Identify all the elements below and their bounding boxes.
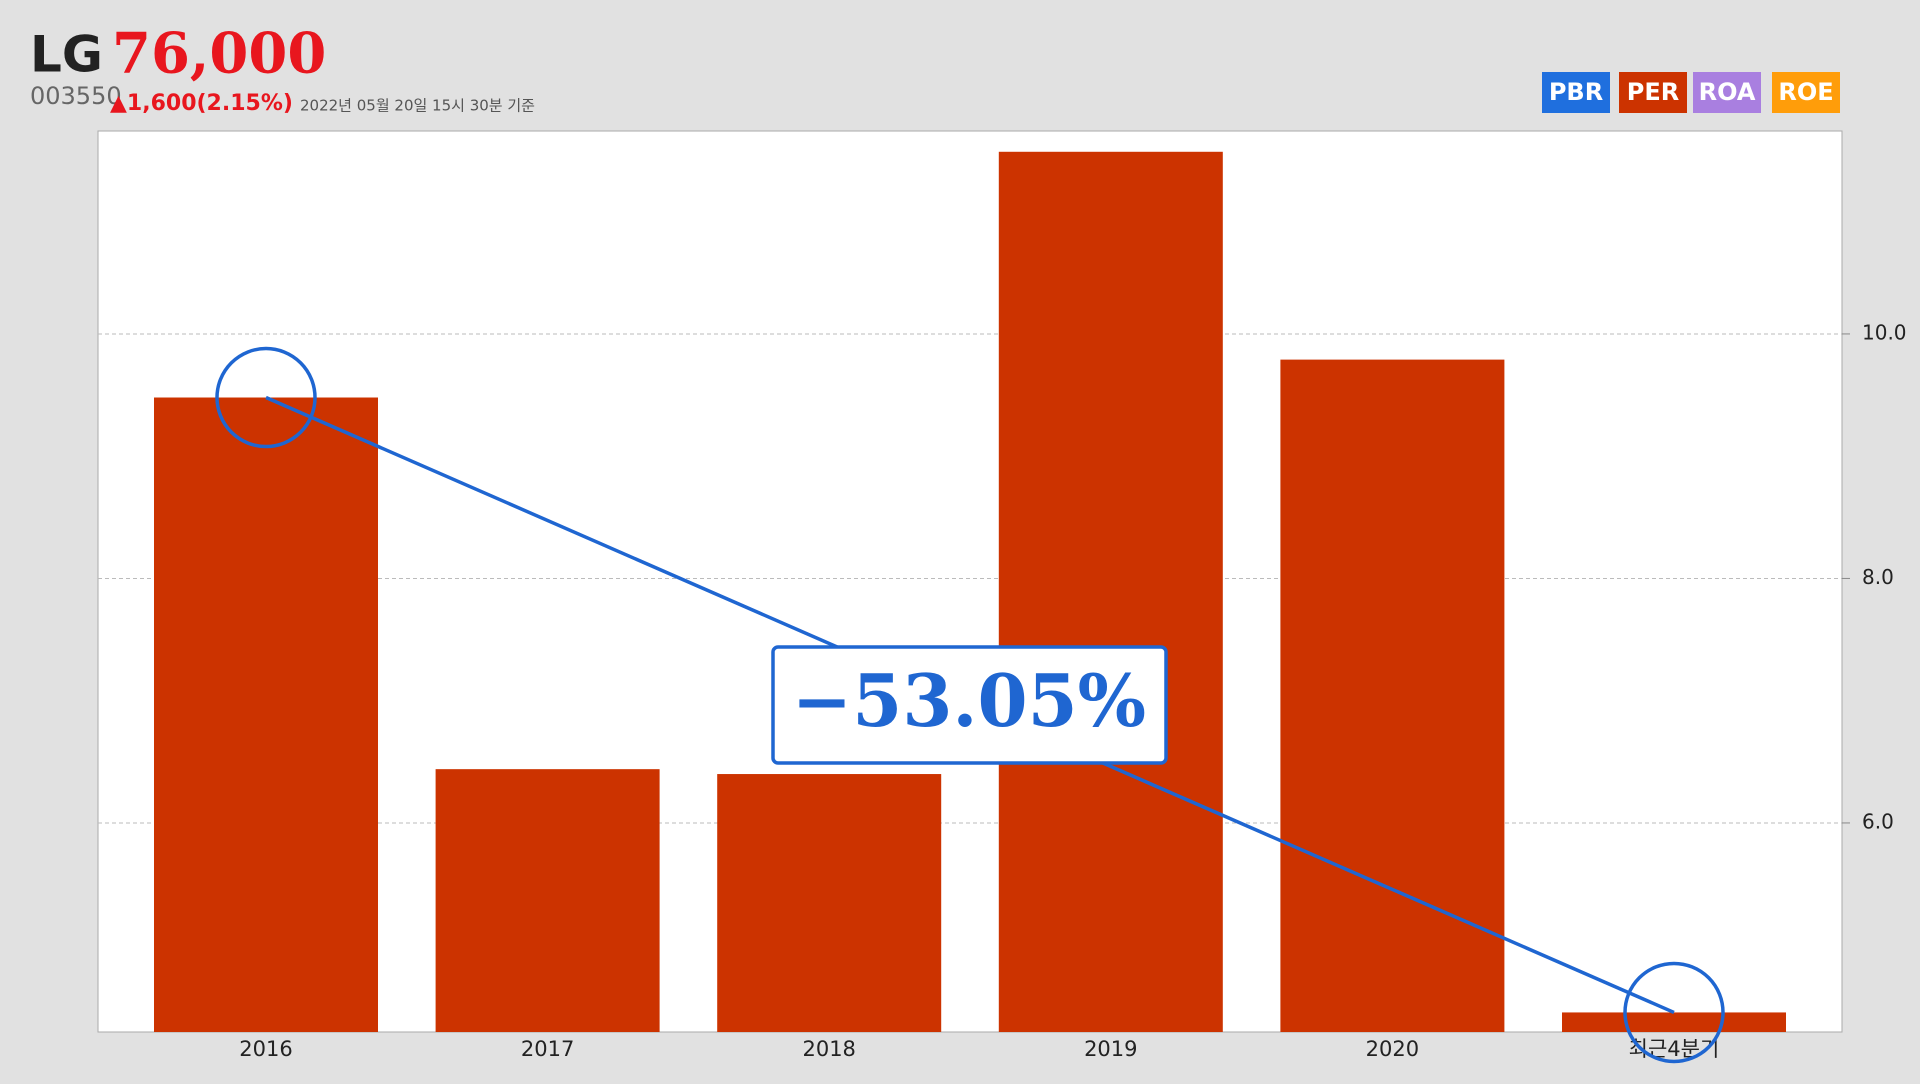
start-marker bbox=[215, 346, 317, 449]
x-tick-label: 2019 bbox=[1084, 1037, 1137, 1061]
price-change: ▲1,600(2.15%) bbox=[110, 91, 293, 116]
bar bbox=[1562, 1012, 1786, 1032]
stock-name: LG bbox=[30, 26, 103, 84]
button-bg bbox=[1772, 72, 1840, 113]
x-tick-label: 2016 bbox=[239, 1037, 292, 1061]
button-label: ROA bbox=[1699, 78, 1756, 106]
bar bbox=[435, 769, 660, 1032]
button-label: PER bbox=[1627, 78, 1679, 106]
bar bbox=[717, 774, 942, 1032]
y-tick-label: 8.0 bbox=[1862, 565, 1894, 589]
metric-button[interactable]: PER bbox=[1619, 72, 1687, 113]
x-tick-label: 2017 bbox=[521, 1037, 574, 1061]
x-tick-label: 2020 bbox=[1366, 1037, 1419, 1061]
x-tick-label: 2018 bbox=[802, 1037, 855, 1061]
annotation-box bbox=[771, 645, 1168, 765]
stock-price: 76,000 bbox=[112, 21, 326, 87]
button-bg bbox=[1693, 72, 1761, 113]
metric-button[interactable]: ROA bbox=[1693, 72, 1761, 113]
button-label: PBR bbox=[1549, 78, 1603, 106]
bar bbox=[1280, 359, 1505, 1032]
y-tick-label: 6.0 bbox=[1862, 809, 1894, 833]
metric-button[interactable]: PBR bbox=[1542, 72, 1610, 113]
bar bbox=[998, 151, 1223, 1032]
button-bg bbox=[1542, 72, 1610, 113]
end-marker bbox=[1623, 961, 1725, 1064]
y-tick-label: 10.0 bbox=[1862, 320, 1907, 344]
stock-code: 003550 bbox=[30, 82, 122, 110]
timestamp: 2022년 05월 20일 15시 30분 기준 bbox=[300, 97, 535, 115]
bar bbox=[154, 397, 378, 1033]
button-label: ROE bbox=[1778, 78, 1833, 106]
plot-area bbox=[97, 130, 1843, 1033]
button-bg bbox=[1619, 72, 1687, 113]
metric-button[interactable]: ROE bbox=[1772, 72, 1840, 113]
annotation: −53.05% bbox=[792, 658, 1146, 743]
